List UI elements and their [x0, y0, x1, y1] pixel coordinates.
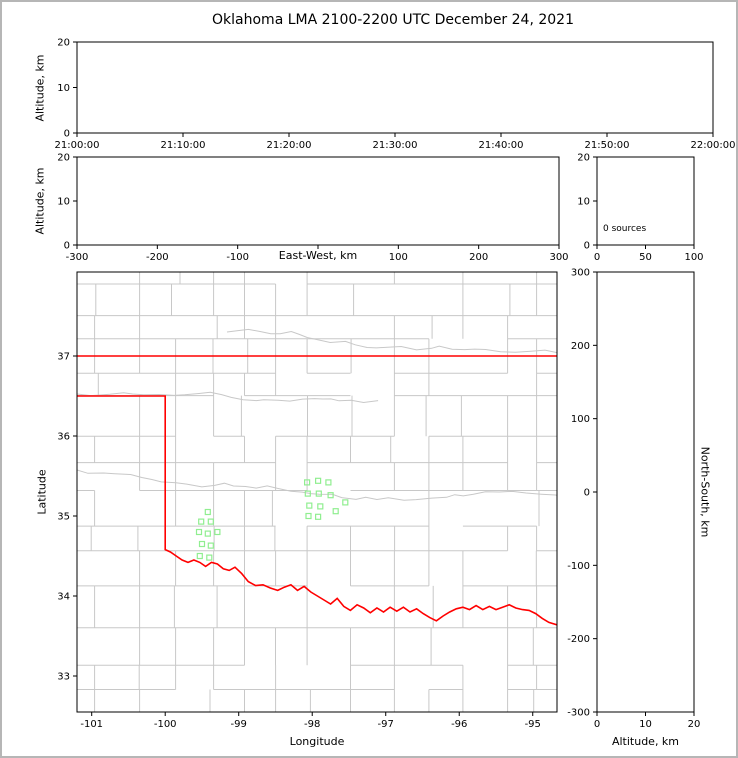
svg-text:0: 0	[594, 252, 600, 263]
source-count-annotation: 0 sources	[603, 224, 647, 234]
figure-title: Oklahoma LMA 2100-2200 UTC December 24, …	[212, 12, 574, 28]
svg-text:0: 0	[584, 488, 590, 499]
svg-text:35: 35	[57, 512, 70, 523]
svg-text:100: 100	[389, 252, 408, 263]
time-height-y-axis-label: Altitude, km	[33, 54, 47, 122]
svg-text:21:00:00: 21:00:00	[55, 140, 100, 151]
panel-ns-height	[596, 271, 695, 713]
svg-text:-100: -100	[226, 252, 249, 263]
river-line	[77, 469, 557, 501]
river-line	[226, 328, 557, 354]
svg-text:33: 33	[57, 672, 70, 683]
svg-text:0: 0	[594, 719, 600, 730]
state-border	[77, 355, 557, 626]
ew-axis-label: East-West, km	[278, 249, 358, 262]
svg-text:10: 10	[57, 83, 70, 94]
longitude-axis-label: Longitude	[289, 735, 345, 748]
svg-text:10: 10	[57, 197, 70, 208]
svg-text:100: 100	[684, 252, 703, 263]
svg-text:10: 10	[639, 719, 652, 730]
svg-text:10: 10	[577, 197, 590, 208]
svg-text:200: 200	[469, 252, 488, 263]
north-south-axis-label: North-South, km	[698, 446, 712, 538]
svg-text:37: 37	[57, 352, 70, 363]
svg-text:21:10:00: 21:10:00	[161, 140, 206, 151]
svg-text:22:00:00: 22:00:00	[691, 140, 736, 151]
svg-text:36: 36	[57, 432, 70, 443]
svg-text:-95: -95	[525, 719, 541, 730]
svg-text:200: 200	[571, 341, 590, 352]
svg-text:100: 100	[571, 414, 590, 425]
svg-text:300: 300	[549, 252, 568, 263]
svg-text:-300: -300	[66, 252, 89, 263]
svg-text:34: 34	[57, 592, 70, 603]
county-lines	[77, 272, 557, 712]
svg-text:21:50:00: 21:50:00	[585, 140, 630, 151]
svg-text:-96: -96	[451, 719, 467, 730]
source-points	[195, 477, 349, 561]
svg-text:-100: -100	[567, 561, 590, 572]
svg-text:20: 20	[57, 153, 70, 164]
svg-text:21:20:00: 21:20:00	[267, 140, 312, 151]
svg-text:21:30:00: 21:30:00	[373, 140, 418, 151]
svg-text:0: 0	[64, 129, 70, 140]
latitude-axis-label: Latitude	[35, 469, 49, 515]
svg-text:-97: -97	[378, 719, 394, 730]
svg-text:50: 50	[639, 252, 652, 263]
ew-height-y-axis-label: Altitude, km	[33, 167, 47, 235]
svg-text:0: 0	[584, 241, 590, 252]
svg-text:-200: -200	[146, 252, 169, 263]
altitude-bottom-axis-label: Altitude, km	[611, 735, 680, 748]
panel-plan-view	[76, 271, 558, 713]
panel-ew-height	[76, 156, 560, 246]
svg-text:-101: -101	[80, 719, 103, 730]
panel-time-height	[76, 41, 714, 134]
svg-text:0: 0	[64, 241, 70, 252]
svg-text:-98: -98	[304, 719, 320, 730]
svg-text:300: 300	[571, 268, 590, 279]
svg-text:21:40:00: 21:40:00	[479, 140, 524, 151]
svg-text:-99: -99	[231, 719, 247, 730]
svg-text:20: 20	[57, 38, 70, 49]
svg-text:20: 20	[577, 153, 590, 164]
svg-text:-200: -200	[567, 634, 590, 645]
svg-text:-100: -100	[154, 719, 177, 730]
svg-text:-300: -300	[567, 708, 590, 719]
svg-text:20: 20	[688, 719, 701, 730]
river-line	[77, 391, 379, 404]
